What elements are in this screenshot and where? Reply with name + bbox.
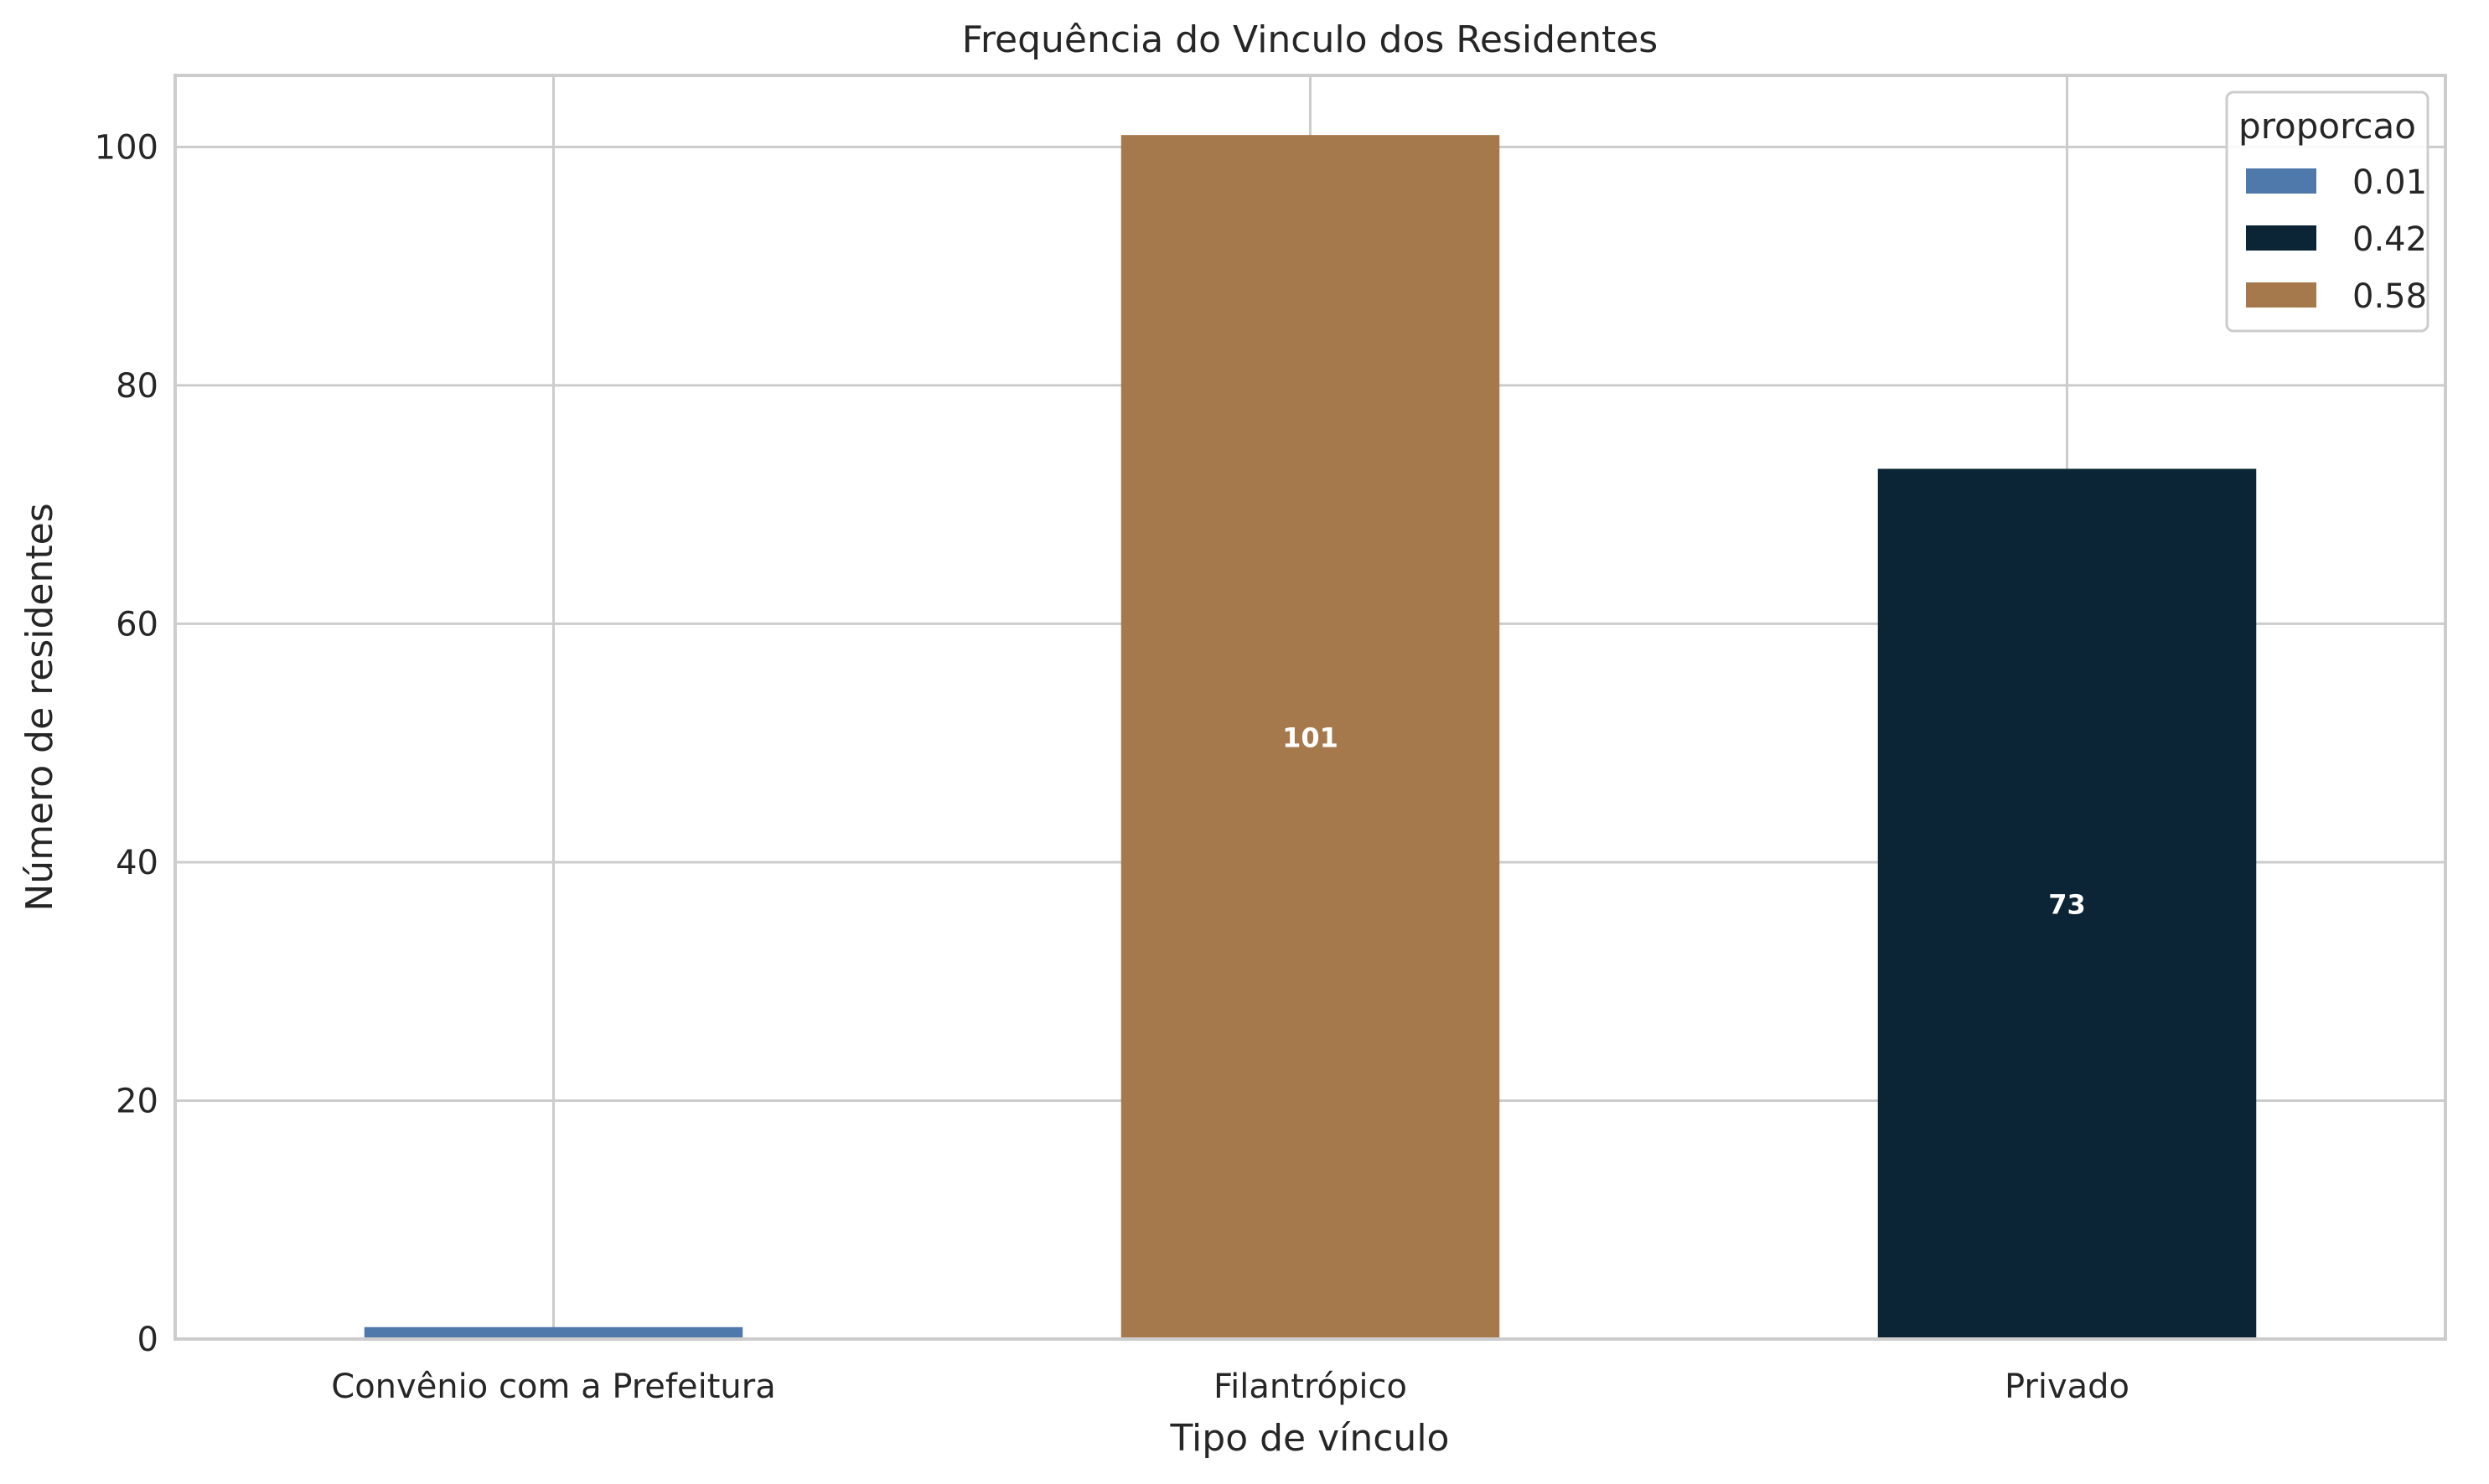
y-tick-label: 60	[116, 605, 158, 644]
x-tick-label: Privado	[2005, 1368, 2129, 1406]
y-tick-label: 40	[116, 844, 158, 882]
legend-swatch	[2246, 225, 2316, 251]
x-tick-label: Filantrópico	[1213, 1368, 1407, 1406]
legend-title: proporcao	[2238, 106, 2416, 147]
legend-entries: 0.01 0.42 0.58	[2246, 163, 2427, 316]
x-tick-label: Convênio com a Prefeitura	[331, 1368, 775, 1406]
legend-label: 0.42	[2352, 220, 2427, 259]
bar-value-label: 101	[1282, 722, 1338, 754]
y-tick-label: 100	[95, 128, 158, 167]
x-axis-label: Tipo de vínculo	[1170, 1417, 1450, 1460]
bar-value-labels: 101 73	[1282, 722, 2086, 921]
legend-label: 0.01	[2352, 163, 2427, 202]
y-tick-labels: 0 20 40 60 80 100	[95, 128, 158, 1359]
legend-swatch	[2246, 282, 2316, 308]
bar	[1877, 468, 2257, 1339]
x-tick-labels: Convênio com a Prefeitura Filantrópico Pri…	[331, 1368, 2129, 1406]
plot-frame	[173, 74, 2447, 1341]
bar	[364, 1326, 743, 1339]
y-tick-label: 20	[116, 1082, 158, 1120]
chart-title: Frequência do Vinculo dos Residentes	[962, 18, 1658, 61]
y-tick-label: 80	[116, 367, 158, 406]
legend-box	[2225, 90, 2429, 333]
legend-label: 0.58	[2352, 277, 2427, 316]
legend-swatch	[2246, 168, 2316, 194]
bar	[1120, 135, 1500, 1339]
y-axis-label: Número de residentes	[18, 503, 61, 911]
y-tick-label: 0	[137, 1321, 158, 1359]
bars	[364, 135, 2257, 1339]
legend: proporcao 0.01 0.42 0.58	[2225, 90, 2429, 333]
bar-value-label: 73	[2048, 889, 2086, 921]
